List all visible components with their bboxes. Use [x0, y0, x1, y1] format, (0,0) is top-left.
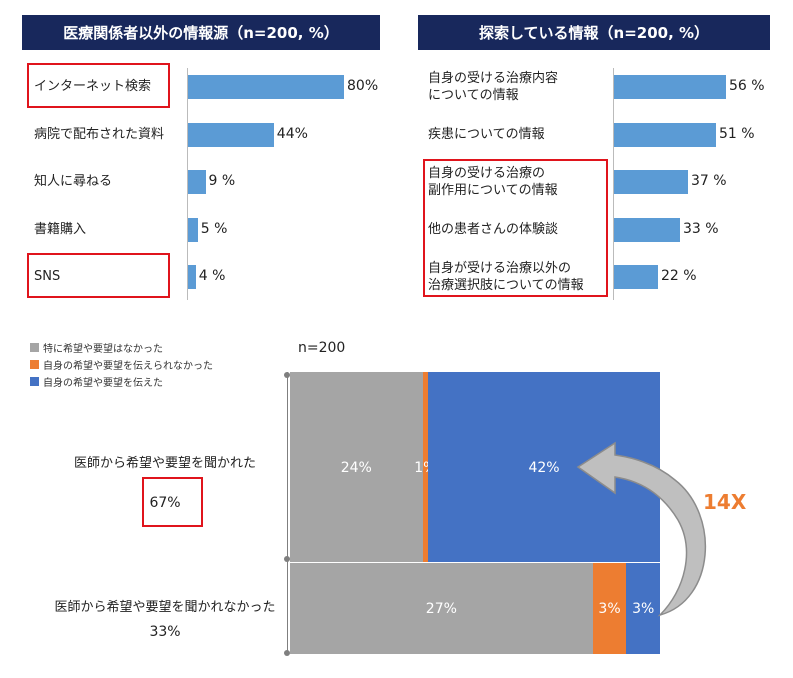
- curved-arrow-icon: [576, 441, 707, 617]
- left-bar: [188, 122, 274, 147]
- left-value-label: 44%: [276, 125, 308, 142]
- right-panel-title: 探索している情報（n=200, %）: [418, 15, 770, 50]
- right-bar: [614, 217, 680, 242]
- row-label-text: 医師から希望や要望を聞かれた: [73, 456, 256, 471]
- legend-label: 自身の希望や要望を伝えた: [43, 378, 163, 389]
- legend-item: 自身の希望や要望を伝えられなかった: [30, 357, 213, 372]
- right-category-label-line: 他の患者さんの体験談: [428, 222, 559, 237]
- axis-dot: [284, 556, 290, 562]
- right-bar: [614, 170, 688, 194]
- bottom-axis: [287, 372, 288, 654]
- right-category-label-line: 疾患についての情報: [428, 127, 545, 142]
- segment-label: 24%: [340, 460, 372, 476]
- left-value-label: 5 %: [200, 220, 228, 237]
- right-value-label: 22 %: [661, 268, 697, 284]
- legend-swatch: [30, 377, 39, 386]
- left-bar: [188, 75, 344, 99]
- left-bar: [188, 265, 196, 289]
- right-category-label: 自身が受ける治療以外の 治療選択肢についての情報: [428, 260, 584, 294]
- right-category-label-line: 自身の受ける治療内容: [428, 71, 559, 86]
- segment-label: 42%: [528, 460, 560, 476]
- right-bar: [614, 265, 658, 289]
- right-category-label: 自身の受ける治療の 副作用についての情報: [428, 165, 558, 199]
- right-bar: [614, 75, 726, 99]
- legend-swatch: [30, 360, 39, 369]
- right-category-label: 他の患者さんの体験談: [428, 221, 558, 238]
- legend-item: 特に希望や要望はなかった: [30, 340, 163, 355]
- left-bar: [188, 170, 206, 194]
- left-bar: [188, 217, 198, 242]
- right-value-label: 37 %: [691, 173, 727, 189]
- highlight-box-sns: [27, 253, 170, 298]
- left-category-label: インターネット検索: [34, 79, 152, 94]
- row-label: 医師から希望や要望を聞かれなかった 33%: [20, 597, 310, 643]
- row-total-label: 67%: [149, 495, 181, 511]
- bar-segment: 27%: [290, 563, 593, 654]
- left-value-label: 9 %: [208, 173, 236, 189]
- bar-segment: 3%: [592, 563, 627, 654]
- left-value-label: 80%: [347, 78, 379, 94]
- legend-label: 特に希望や要望はなかった: [43, 344, 163, 355]
- right-axis: [613, 68, 614, 300]
- right-value-label: 51 %: [719, 125, 755, 142]
- callout-14x: 14X: [703, 490, 747, 514]
- left-panel-title: 医療関係者以外の情報源（n=200, %）: [22, 15, 380, 50]
- right-value-label: 56 %: [729, 78, 765, 94]
- right-value-label: 33 %: [683, 220, 719, 237]
- left-value-label: 4 %: [198, 268, 226, 284]
- bar-segment: 24%: [290, 372, 423, 562]
- axis-dot: [284, 650, 290, 656]
- right-bar: [614, 122, 716, 147]
- row-total-label: 33%: [149, 624, 181, 640]
- left-category-label: 書籍購入: [34, 221, 87, 237]
- left-axis: [187, 68, 188, 300]
- right-category-label-line: についての情報: [428, 88, 519, 103]
- legend-item: 自身の希望や要望を伝えた: [30, 374, 163, 389]
- right-category-label-line: 治療選択肢についての情報: [428, 278, 584, 293]
- right-category-label-line: 副作用についての情報: [428, 183, 558, 198]
- row-label-text: 医師から希望や要望を聞かれなかった: [54, 600, 276, 615]
- left-category-label: SNS: [34, 269, 61, 284]
- row-label: 医師から希望や要望を聞かれた 67%: [20, 453, 310, 514]
- left-category-label: 病院で配布された資料: [34, 126, 165, 142]
- right-category-label-line: 自身が受ける治療以外の: [428, 261, 572, 276]
- right-category-label-line: 自身の受ける治療の: [428, 166, 546, 181]
- legend-label: 自身の希望や要望を伝えられなかった: [43, 361, 213, 372]
- segment-label: 3%: [598, 600, 621, 617]
- left-category-label: 知人に尋ねる: [34, 174, 113, 189]
- right-category-label: 疾患についての情報: [428, 126, 545, 143]
- bar-segment: 3%: [626, 563, 660, 654]
- legend-swatch: [30, 343, 39, 352]
- right-category-label: 自身の受ける治療内容 についての情報: [428, 70, 558, 104]
- n-label: n=200: [298, 340, 346, 356]
- segment-label: 3%: [632, 600, 655, 617]
- axis-dot: [284, 372, 290, 378]
- segment-label: 27%: [425, 600, 457, 617]
- highlight-box-internet: [27, 63, 170, 108]
- highlight-box-right: [423, 159, 608, 297]
- highlight-box-67: [142, 477, 203, 527]
